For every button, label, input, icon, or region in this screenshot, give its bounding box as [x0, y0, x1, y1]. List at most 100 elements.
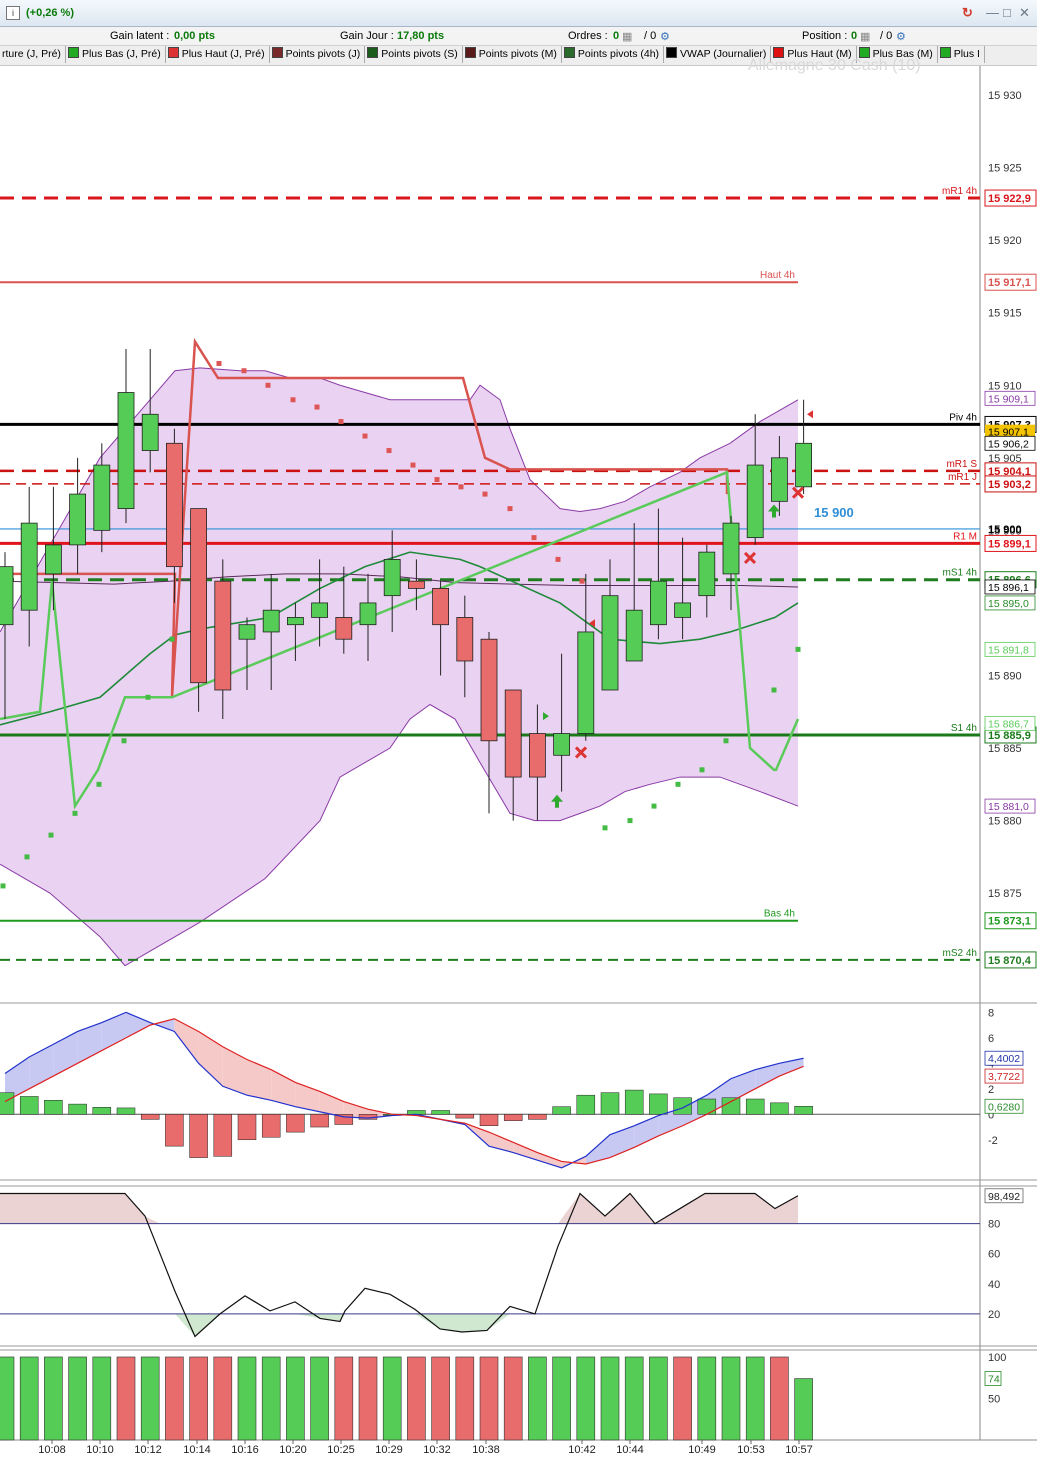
macd-fill [271, 1069, 296, 1107]
macd-value-label: 3,7722 [988, 1071, 1020, 1083]
legend-item[interactable]: Plus Haut (J, Pré) [166, 46, 270, 63]
level-value-box [984, 189, 1037, 207]
legend-item[interactable]: rture (J, Pré) [0, 46, 66, 63]
sar-dot [145, 694, 151, 700]
volume-bar [310, 1356, 329, 1441]
volume-bar [165, 1356, 184, 1441]
sar-dot [96, 781, 102, 787]
stoch-tick-label: 20 [988, 1309, 1000, 1321]
macd-tick-label: 2 [988, 1084, 994, 1096]
legend-swatch [939, 47, 951, 58]
legend-item[interactable]: Plus Bas (J, Pré) [66, 46, 166, 63]
legend-swatch [666, 47, 678, 58]
price-tick-label: 15 910 [988, 380, 1022, 392]
legend-swatch [271, 47, 283, 58]
title-bar: i (+0,26 %) ↻ — □ ✕ [0, 0, 1037, 27]
volume-bar [334, 1356, 354, 1441]
candle-body [0, 566, 14, 626]
legend-item[interactable]: VWAP (Journalier) [664, 46, 772, 63]
axis-value-box [984, 579, 1036, 595]
legend-item[interactable]: Plus Haut (M) [771, 46, 857, 63]
level-label: mR1 4h [942, 186, 977, 197]
level-label: mR1 S [946, 459, 977, 470]
macd-value-box [984, 1098, 1024, 1114]
sar-dot [24, 854, 30, 860]
position-icon[interactable]: ▦ [860, 31, 871, 43]
time-label: 10:12 [134, 1444, 162, 1456]
refresh-icon[interactable]: ↻ [962, 5, 973, 20]
volume-bar [624, 1356, 644, 1441]
candle-body [335, 617, 353, 640]
volume-bar [116, 1356, 136, 1441]
legend-swatch [563, 47, 575, 58]
volume-value-box [984, 1371, 1002, 1386]
legend-item[interactable]: Points pivots (4h) [562, 46, 665, 63]
restore-icon[interactable]: □ [1003, 5, 1011, 20]
macd-fill [5, 1056, 30, 1102]
volume-bar [140, 1356, 160, 1441]
macd-histogram-bar [745, 1098, 765, 1115]
position-gear-icon[interactable]: ⚙ [896, 31, 906, 43]
legend-item[interactable]: Plus I [938, 46, 985, 63]
level-label: Piv 4h [949, 412, 977, 423]
volume-bar [721, 1356, 741, 1441]
sell-cross-icon [743, 551, 757, 565]
macd-histogram-bar [140, 1114, 160, 1120]
sar-dot [675, 781, 681, 787]
candle-body [771, 457, 788, 502]
price-tick-label: 15 920 [988, 235, 1022, 247]
legend-item[interactable]: Plus Bas (M) [857, 46, 938, 63]
level-label: R1 M [953, 531, 977, 542]
sar-dot [169, 636, 175, 642]
watermark: Allemagne 30 Cash (10) [748, 57, 921, 74]
gain-latent-label: Gain latent : [110, 30, 170, 42]
time-label: 10:25 [327, 1444, 355, 1456]
macd-fill [101, 1012, 126, 1051]
sar-dot [458, 484, 464, 490]
macd-signal-line [4, 1018, 804, 1165]
minimize-icon[interactable]: — [986, 5, 999, 20]
candle-body [190, 508, 208, 684]
macd-histogram-bar [697, 1098, 717, 1115]
triangle-right-icon [543, 712, 549, 721]
macd-fill [319, 1091, 344, 1117]
macd-fill [585, 1134, 610, 1164]
ordres-value-2: / 0 [644, 30, 657, 42]
macd-histogram-bar [600, 1092, 620, 1115]
volume-bar [552, 1356, 571, 1441]
sar-dot [216, 360, 222, 366]
sar-dot [386, 448, 392, 454]
macd-fill [537, 1152, 562, 1168]
candle-body [674, 602, 691, 618]
legend-item[interactable]: Points pivots (J) [270, 46, 366, 63]
orders-gear-icon[interactable]: ⚙ [660, 31, 670, 43]
info-icon[interactable]: i [6, 6, 20, 20]
close-icon[interactable]: ✕ [1019, 5, 1030, 20]
macd-value-box [984, 1068, 1024, 1084]
sar-dot [434, 477, 440, 483]
legend-item[interactable]: Points pivots (M) [463, 46, 562, 63]
price-value-15900: 15 900 [988, 524, 1022, 536]
macd-histogram-bar [770, 1102, 789, 1115]
sar-dot [507, 506, 513, 512]
price-tick-label: 15 925 [988, 163, 1022, 175]
level-value: 15 904,1 [988, 466, 1031, 478]
volume-bar [286, 1356, 305, 1441]
time-label: 10:38 [472, 1444, 500, 1456]
price-tick-label: 15 880 [988, 816, 1022, 828]
indicator-legend-bar: rture (J, Pré) Plus Bas (J, Pré) Plus Haut… [0, 46, 1037, 66]
orders-icon[interactable]: ▦ [622, 31, 633, 43]
volume-bar [503, 1356, 523, 1441]
macd-fill [247, 1059, 272, 1101]
macd-histogram-bar [19, 1096, 39, 1115]
level-value-box [984, 273, 1037, 291]
position-value: 0 [851, 30, 858, 42]
sar-dot [723, 738, 729, 744]
legend-item[interactable]: Points pivots (S) [365, 46, 463, 63]
level-label: mR1 J [948, 472, 977, 483]
sar-dot [362, 433, 368, 439]
volume-bar [382, 1356, 402, 1441]
triangle-left-icon [589, 619, 595, 628]
sar-dot [555, 556, 561, 562]
